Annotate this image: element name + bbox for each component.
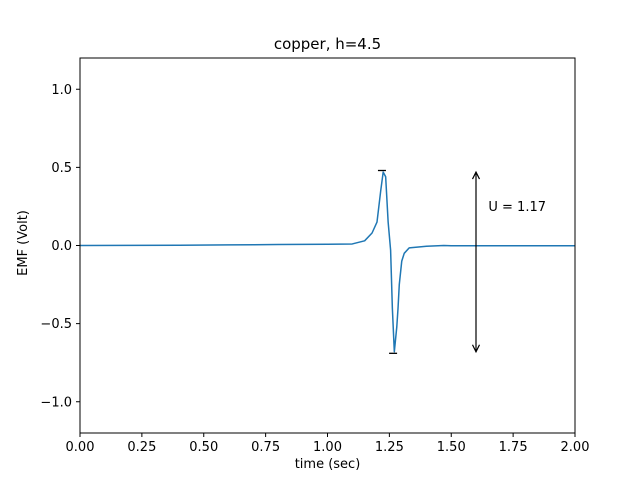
plot-area: U = 1.17 0.00 0.25 0.50 0.75 1.00 1.25 1.50 1.75…: [40, 57, 590, 455]
amplitude-label: U = 1.17: [488, 200, 546, 215]
y-tick-label: 0.0: [51, 239, 72, 254]
y-tick-label: 0.5: [51, 161, 72, 176]
x-tick-label: 1.50: [437, 440, 466, 455]
x-tick-label: 2.00: [561, 440, 590, 455]
y-tick-label: −1.0: [40, 395, 72, 410]
x-tick-label: 0.50: [189, 440, 218, 455]
amplitude-arrow-head-bottom: [471, 344, 481, 354]
x-tick-label: 0.00: [66, 440, 95, 455]
y-tick-label: 1.0: [51, 83, 72, 98]
x-tick-label: 1.75: [499, 440, 528, 455]
x-tick-label: 0.75: [251, 440, 280, 455]
x-axis-label: time (sec): [295, 457, 361, 472]
series-line-0: [79, 171, 575, 353]
x-tick-label: 1.00: [313, 440, 342, 455]
x-tick-label: 0.25: [127, 440, 156, 455]
chart-title: copper, h=4.5: [274, 35, 381, 53]
x-tick-label: 1.25: [375, 440, 404, 455]
y-axis-label: EMF (Volt): [16, 210, 31, 276]
amplitude-arrow-head-top: [471, 170, 481, 180]
y-tick-label: −0.5: [40, 317, 72, 332]
